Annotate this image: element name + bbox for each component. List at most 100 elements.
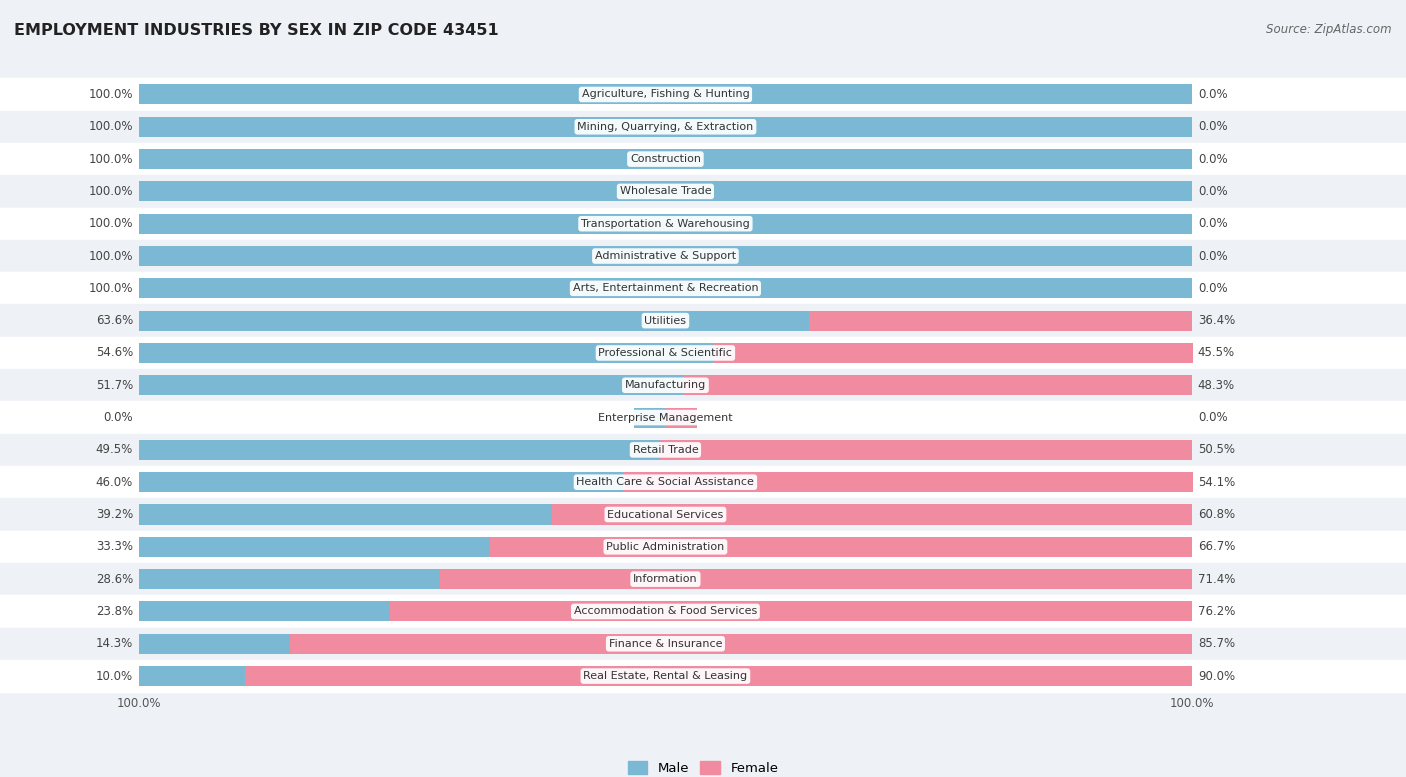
Text: 48.3%: 48.3% — [1198, 378, 1234, 392]
Text: 49.5%: 49.5% — [96, 444, 134, 456]
Text: Enterprise Management: Enterprise Management — [598, 413, 733, 423]
Text: 0.0%: 0.0% — [1198, 152, 1227, 166]
Text: 100.0%: 100.0% — [89, 152, 134, 166]
Text: 100.0%: 100.0% — [89, 218, 134, 230]
Bar — [139, 375, 683, 395]
Text: 0.0%: 0.0% — [1198, 411, 1227, 424]
Text: 76.2%: 76.2% — [1198, 605, 1234, 618]
Bar — [139, 472, 623, 492]
Bar — [0, 434, 1406, 466]
Text: Manufacturing: Manufacturing — [624, 380, 706, 390]
Bar — [0, 207, 1406, 240]
Text: 0.0%: 0.0% — [1198, 282, 1227, 294]
Bar — [0, 563, 1406, 595]
Bar — [139, 278, 1191, 298]
Bar — [0, 595, 1406, 628]
Bar — [440, 569, 1191, 589]
Text: 100.0%: 100.0% — [89, 185, 134, 198]
Text: 100.0%: 100.0% — [117, 697, 162, 710]
Text: Mining, Quarrying, & Extraction: Mining, Quarrying, & Extraction — [578, 122, 754, 132]
Bar — [0, 305, 1406, 336]
Text: Professional & Scientific: Professional & Scientific — [599, 348, 733, 358]
Text: Source: ZipAtlas.com: Source: ZipAtlas.com — [1267, 23, 1392, 37]
Text: 0.0%: 0.0% — [1198, 185, 1227, 198]
Bar — [551, 504, 1191, 524]
Text: Agriculture, Fishing & Hunting: Agriculture, Fishing & Hunting — [582, 89, 749, 99]
Bar — [0, 78, 1406, 110]
Text: Health Care & Social Assistance: Health Care & Social Assistance — [576, 477, 755, 487]
Text: Educational Services: Educational Services — [607, 510, 724, 520]
Text: 28.6%: 28.6% — [96, 573, 134, 586]
Text: 100.0%: 100.0% — [89, 88, 134, 101]
Text: 66.7%: 66.7% — [1198, 540, 1234, 553]
Text: Administrative & Support: Administrative & Support — [595, 251, 735, 261]
Text: 23.8%: 23.8% — [96, 605, 134, 618]
Bar — [0, 369, 1406, 402]
Text: 46.0%: 46.0% — [96, 476, 134, 489]
Bar — [0, 402, 1406, 434]
Text: 85.7%: 85.7% — [1198, 637, 1234, 650]
Text: 36.4%: 36.4% — [1198, 314, 1234, 327]
Text: 0.0%: 0.0% — [1198, 120, 1227, 134]
Text: 100.0%: 100.0% — [89, 120, 134, 134]
Bar — [139, 85, 1191, 104]
Text: 71.4%: 71.4% — [1198, 573, 1234, 586]
Bar — [0, 466, 1406, 498]
Text: 90.0%: 90.0% — [1198, 670, 1234, 682]
Bar — [139, 343, 714, 363]
Bar — [808, 311, 1191, 331]
Text: Finance & Insurance: Finance & Insurance — [609, 639, 723, 649]
Bar — [0, 176, 1406, 207]
Bar — [0, 272, 1406, 305]
Bar — [665, 408, 697, 427]
Text: 0.0%: 0.0% — [104, 411, 134, 424]
Bar — [0, 628, 1406, 660]
Text: 54.6%: 54.6% — [96, 347, 134, 360]
Text: 100.0%: 100.0% — [89, 282, 134, 294]
Bar — [245, 666, 1191, 686]
Text: 54.1%: 54.1% — [1198, 476, 1234, 489]
Text: 39.2%: 39.2% — [96, 508, 134, 521]
Bar — [139, 666, 245, 686]
Bar — [0, 143, 1406, 176]
Text: Wholesale Trade: Wholesale Trade — [620, 186, 711, 197]
Text: Arts, Entertainment & Recreation: Arts, Entertainment & Recreation — [572, 284, 758, 294]
Text: Utilities: Utilities — [644, 315, 686, 326]
Text: EMPLOYMENT INDUSTRIES BY SEX IN ZIP CODE 43451: EMPLOYMENT INDUSTRIES BY SEX IN ZIP CODE… — [14, 23, 499, 38]
Text: 50.5%: 50.5% — [1198, 444, 1234, 456]
Bar — [139, 601, 389, 622]
Bar — [0, 498, 1406, 531]
Bar — [139, 634, 290, 653]
Bar — [661, 440, 1191, 460]
Text: 0.0%: 0.0% — [1198, 88, 1227, 101]
Bar — [0, 660, 1406, 692]
Bar — [139, 149, 1191, 169]
Bar — [139, 504, 551, 524]
Bar — [634, 408, 665, 427]
Text: 100.0%: 100.0% — [1170, 697, 1213, 710]
Bar — [139, 214, 1191, 234]
Text: Accommodation & Food Services: Accommodation & Food Services — [574, 606, 756, 616]
Text: Public Administration: Public Administration — [606, 542, 724, 552]
Text: 33.3%: 33.3% — [96, 540, 134, 553]
Text: 10.0%: 10.0% — [96, 670, 134, 682]
Text: 100.0%: 100.0% — [89, 249, 134, 263]
Text: 0.0%: 0.0% — [1198, 249, 1227, 263]
Text: 51.7%: 51.7% — [96, 378, 134, 392]
Text: Transportation & Warehousing: Transportation & Warehousing — [581, 218, 749, 228]
Bar — [683, 375, 1191, 395]
Text: 60.8%: 60.8% — [1198, 508, 1234, 521]
Text: Construction: Construction — [630, 154, 702, 164]
Bar — [489, 537, 1191, 557]
Bar — [0, 240, 1406, 272]
Bar — [139, 246, 1191, 266]
Text: Retail Trade: Retail Trade — [633, 445, 699, 455]
Text: 45.5%: 45.5% — [1198, 347, 1234, 360]
Bar — [714, 343, 1192, 363]
Legend: Male, Female: Male, Female — [623, 755, 783, 777]
Bar — [389, 601, 1191, 622]
Bar — [623, 472, 1192, 492]
Bar — [139, 117, 1191, 137]
Bar — [0, 336, 1406, 369]
Bar — [139, 569, 440, 589]
